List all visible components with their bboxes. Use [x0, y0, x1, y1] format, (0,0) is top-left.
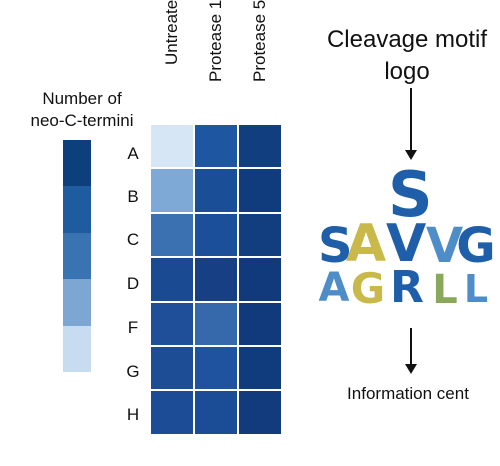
heatmap-cell: [239, 125, 281, 168]
row-label-b: B: [127, 187, 139, 206]
heatmap-cell: [195, 391, 237, 434]
logo-letter: S: [318, 218, 353, 274]
heatmap-cell: [239, 302, 281, 345]
legend-title-line-1: Number of: [42, 89, 122, 108]
logo-letter: L: [463, 267, 489, 311]
heatmap-cell: [239, 258, 281, 301]
heatmap-cell: [151, 302, 193, 345]
legend-title: Number of neo-C-termini: [22, 88, 142, 132]
information-content-label: Information cent: [347, 384, 469, 403]
heatmap-cell: [151, 391, 193, 434]
logo-title: Cleavage motif logo: [312, 24, 500, 88]
legend-swatch: [63, 325, 91, 373]
logo-letter: G: [456, 218, 496, 274]
color-scale-legend: [63, 140, 91, 373]
arrow-down-icon-2: [405, 364, 417, 374]
legend-swatch: [63, 186, 91, 233]
logo-title-line-2: logo: [384, 58, 430, 85]
heatmap-cell: [151, 347, 193, 390]
logo-title-line-1: Cleavage motif: [326, 26, 488, 53]
row-label-f: F: [127, 318, 139, 337]
heatmap-cell: [195, 258, 237, 301]
heatmap-grid: [150, 124, 282, 435]
row-label-a: A: [127, 144, 139, 163]
logo-letter: S: [388, 158, 433, 231]
heatmap-cell: [195, 169, 237, 212]
logo-letter: V: [426, 218, 464, 274]
heatmap-cell: [239, 347, 281, 390]
legend-swatch: [63, 140, 91, 187]
heatmap-cell: [195, 302, 237, 345]
heatmap-cell: [195, 125, 237, 168]
arrow-down-icon: [405, 150, 417, 160]
legend-title-line-2: neo-C-termini: [30, 111, 134, 130]
logo-letter: V: [386, 214, 427, 274]
heatmap-cell: [195, 347, 237, 390]
row-label-g: G: [126, 362, 140, 381]
logo-letter: A: [318, 265, 350, 311]
legend-swatch: [63, 232, 91, 280]
heatmap-cell: [239, 213, 281, 257]
logo-letter: G: [350, 264, 386, 313]
heatmap-cell: [239, 391, 281, 434]
heatmap-cell: [151, 258, 193, 301]
heatmap-cell: [151, 213, 193, 257]
logo-letter: R: [390, 262, 424, 313]
row-label-h: H: [126, 405, 140, 424]
legend-swatch: [63, 279, 91, 326]
arrow-down-line: [410, 88, 412, 152]
heatmap-cell: [239, 169, 281, 212]
logo-letter: L: [432, 267, 458, 313]
heatmap-cell: [151, 125, 193, 168]
heatmap-cell: [151, 169, 193, 212]
arrow-down-line-2: [410, 328, 412, 366]
heatmap-cell: [195, 213, 237, 257]
row-label-d: D: [126, 274, 140, 293]
logo-letter: A: [345, 214, 387, 274]
row-label-c: C: [126, 230, 140, 249]
